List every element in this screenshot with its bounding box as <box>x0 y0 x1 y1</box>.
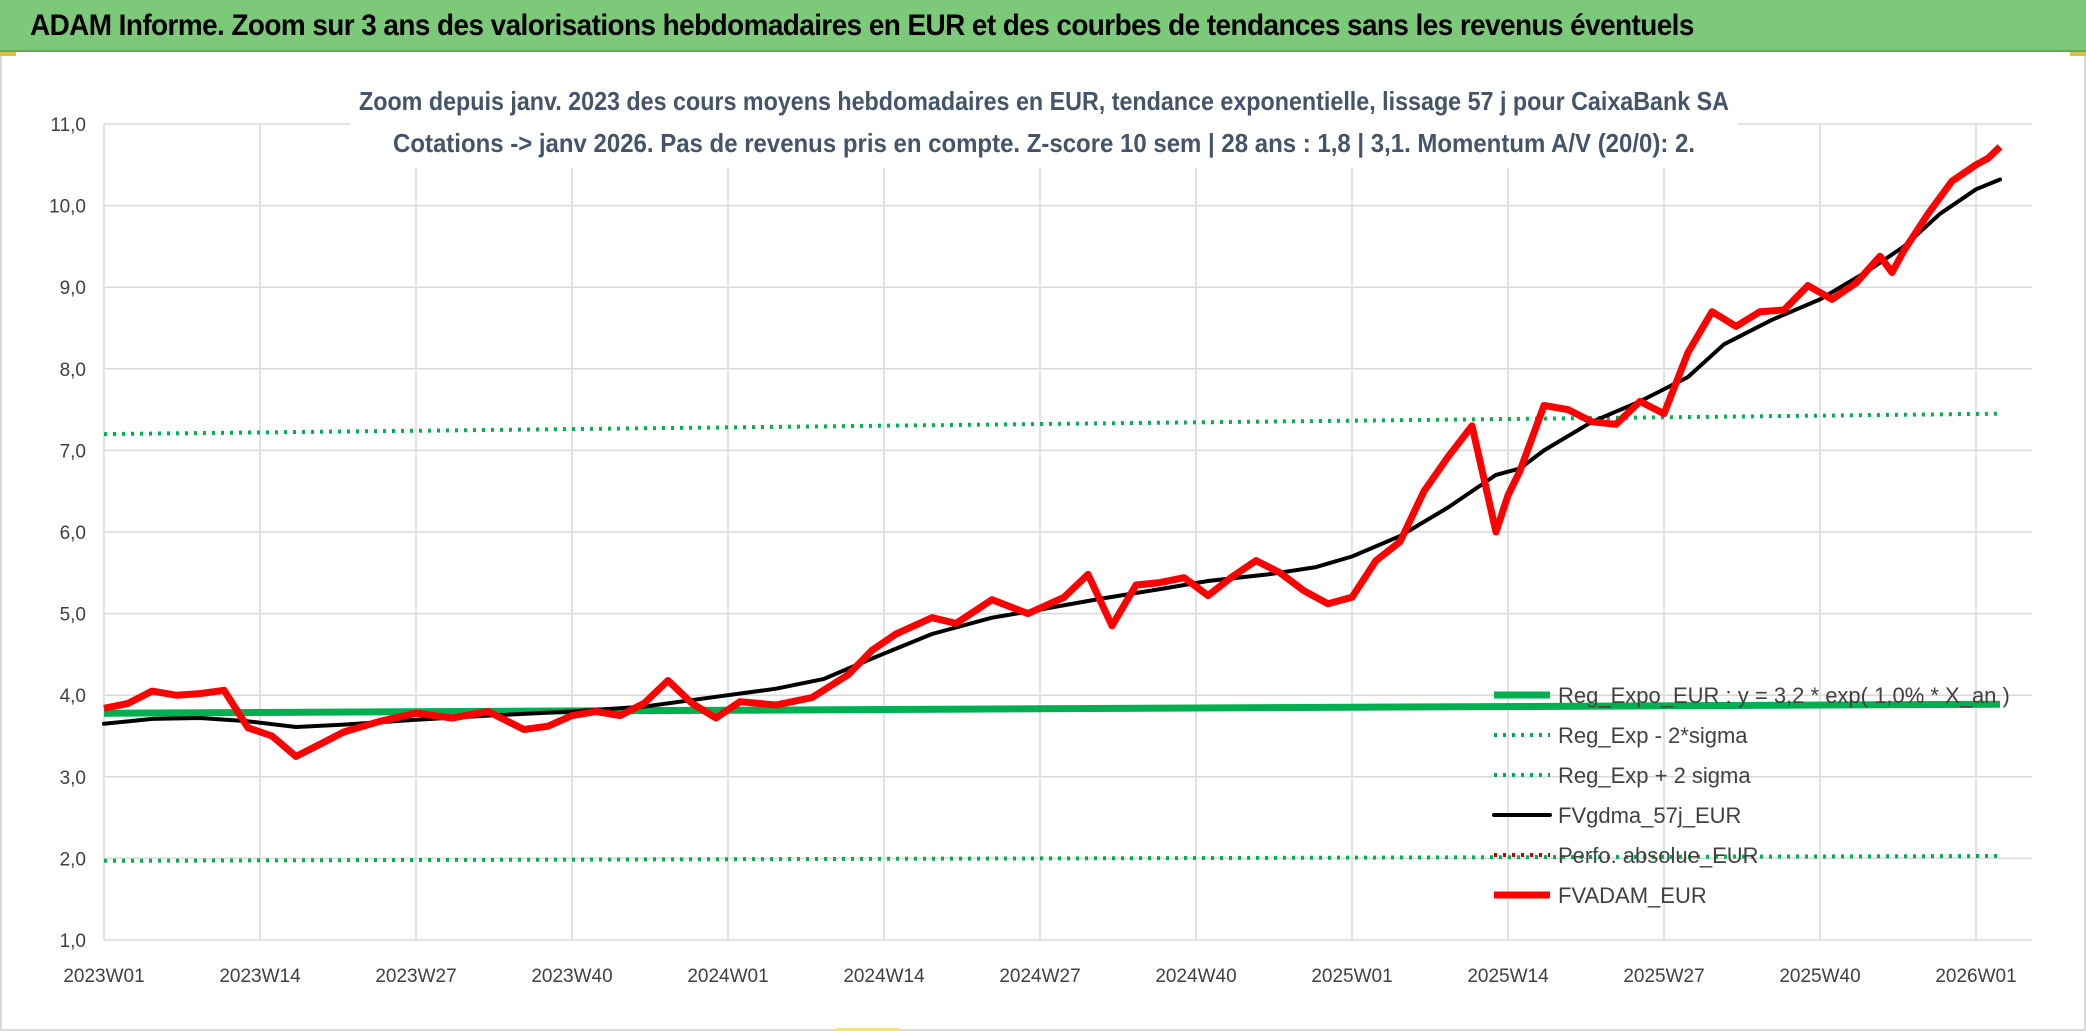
x-tick-label: 2024W14 <box>843 966 925 987</box>
y-tick-label: 3,0 <box>60 768 86 789</box>
x-tick-label: 2023W27 <box>375 966 456 987</box>
legend: Reg_Expo_EUR : y = 3,2 * exp( 1,0% * X_a… <box>1492 683 2010 908</box>
y-tick-label: 8,0 <box>60 360 86 381</box>
axis-layer: 1,0 2,0 3,0 4,0 5,0 6,0 7,0 8,0 9,0 10,0 11,0 2023W… <box>49 115 2017 987</box>
grid-layer <box>103 123 2032 941</box>
x-tick-label: 2023W40 <box>531 966 612 987</box>
chart-title-block: Zoom depuis janv. 2023 des cours moyens … <box>350 78 1738 168</box>
y-tick-label: 7,0 <box>60 441 86 462</box>
series-line-3 <box>102 177 2002 729</box>
x-tick-label: 2025W40 <box>1779 966 1860 987</box>
x-tick-label: 2023W01 <box>63 966 144 987</box>
title-background <box>350 78 1738 168</box>
legend-label: Perfo. absolue_EUR <box>1558 843 1759 868</box>
x-tick-label: 2025W27 <box>1623 966 1704 987</box>
legend-label: Reg_Expo_EUR : y = 3,2 * exp( 1,0% * X_a… <box>1558 683 2010 708</box>
bottom-accent <box>836 1028 900 1031</box>
report-title: ADAM Informe. Zoom sur 3 ans des valoris… <box>30 9 1694 42</box>
legend-label: FVADAM_EUR <box>1558 883 1707 908</box>
y-tick-label: 1,0 <box>60 931 86 952</box>
banner-accent-left <box>0 52 16 56</box>
y-tick-label: 2,0 <box>60 849 86 870</box>
x-tick-label: 2023W14 <box>219 966 301 987</box>
y-tick-label: 5,0 <box>60 605 86 626</box>
x-tick-label: 2025W14 <box>1467 966 1549 987</box>
chart-title: Zoom depuis janv. 2023 des cours moyens … <box>359 86 1729 116</box>
series-line-1 <box>103 854 2001 863</box>
legend-label: Reg_Exp - 2*sigma <box>1558 723 1748 748</box>
legend-label: Reg_Exp + 2 sigma <box>1558 763 1751 788</box>
y-tick-label: 9,0 <box>60 278 86 299</box>
y-tick-label: 4,0 <box>60 686 86 707</box>
y-tick-label: 11,0 <box>50 115 86 136</box>
x-tick-label: 2024W01 <box>687 966 768 987</box>
series-layer <box>102 144 2003 863</box>
x-tick-label: 2024W27 <box>999 966 1080 987</box>
y-tick-label: 6,0 <box>60 523 86 544</box>
chart-subtitle: Cotations -> janv 2026. Pas de revenus p… <box>393 128 1695 158</box>
legend-label: FVgdma_57j_EUR <box>1558 803 1741 828</box>
x-tick-label: 2025W01 <box>1311 966 1392 987</box>
banner-accent-right <box>2070 52 2086 56</box>
header-banner: ADAM Informe. Zoom sur 3 ans des valoris… <box>0 0 2086 52</box>
x-tick-label: 2024W40 <box>1155 966 1236 987</box>
series-line-5 <box>103 144 2003 760</box>
y-tick-label: 10,0 <box>49 197 86 218</box>
series-line-2 <box>103 411 2001 437</box>
x-tick-label: 2026W01 <box>1935 966 2016 987</box>
